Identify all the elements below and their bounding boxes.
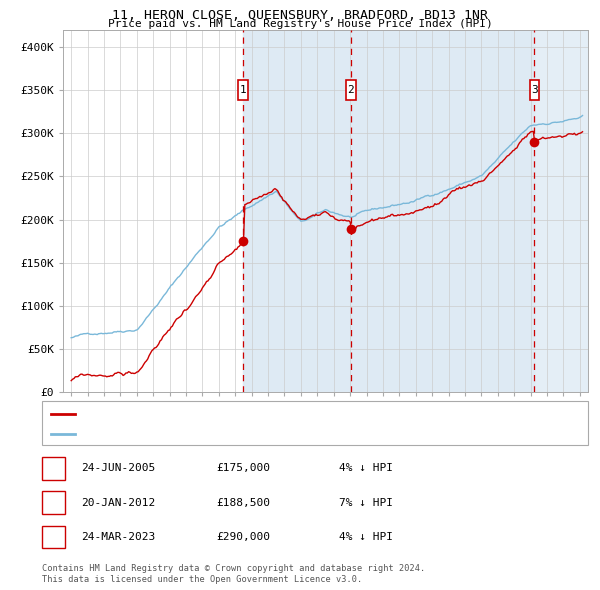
Text: 4% ↓ HPI: 4% ↓ HPI: [339, 532, 393, 542]
Bar: [243, 30, 351, 392]
Text: 1: 1: [50, 464, 57, 473]
Text: 2: 2: [50, 498, 57, 507]
Bar: [535, 30, 588, 392]
Text: 11, HERON CLOSE, QUEENSBURY, BRADFORD, BD13 1NR: 11, HERON CLOSE, QUEENSBURY, BRADFORD, B…: [112, 9, 488, 22]
Text: 3: 3: [531, 85, 538, 95]
FancyBboxPatch shape: [530, 80, 539, 100]
FancyBboxPatch shape: [346, 80, 356, 100]
Text: Price paid vs. HM Land Registry's House Price Index (HPI): Price paid vs. HM Land Registry's House …: [107, 19, 493, 30]
Text: £175,000: £175,000: [216, 464, 270, 473]
Text: 24-MAR-2023: 24-MAR-2023: [81, 532, 155, 542]
Text: 4% ↓ HPI: 4% ↓ HPI: [339, 464, 393, 473]
Text: 7% ↓ HPI: 7% ↓ HPI: [339, 498, 393, 507]
Text: Contains HM Land Registry data © Crown copyright and database right 2024.: Contains HM Land Registry data © Crown c…: [42, 565, 425, 573]
Text: 1: 1: [240, 85, 247, 95]
Text: £290,000: £290,000: [216, 532, 270, 542]
Text: 24-JUN-2005: 24-JUN-2005: [81, 464, 155, 473]
Bar: [351, 30, 535, 392]
Text: 3: 3: [50, 532, 57, 542]
Text: 2: 2: [347, 85, 355, 95]
Text: HPI: Average price, detached house, Bradford: HPI: Average price, detached house, Brad…: [79, 430, 338, 440]
Text: £188,500: £188,500: [216, 498, 270, 507]
Bar: [535, 30, 588, 392]
FancyBboxPatch shape: [238, 80, 248, 100]
Text: 20-JAN-2012: 20-JAN-2012: [81, 498, 155, 507]
Text: 11, HERON CLOSE, QUEENSBURY, BRADFORD, BD13 1NR (detached house): 11, HERON CLOSE, QUEENSBURY, BRADFORD, B…: [79, 409, 455, 418]
Text: This data is licensed under the Open Government Licence v3.0.: This data is licensed under the Open Gov…: [42, 575, 362, 584]
